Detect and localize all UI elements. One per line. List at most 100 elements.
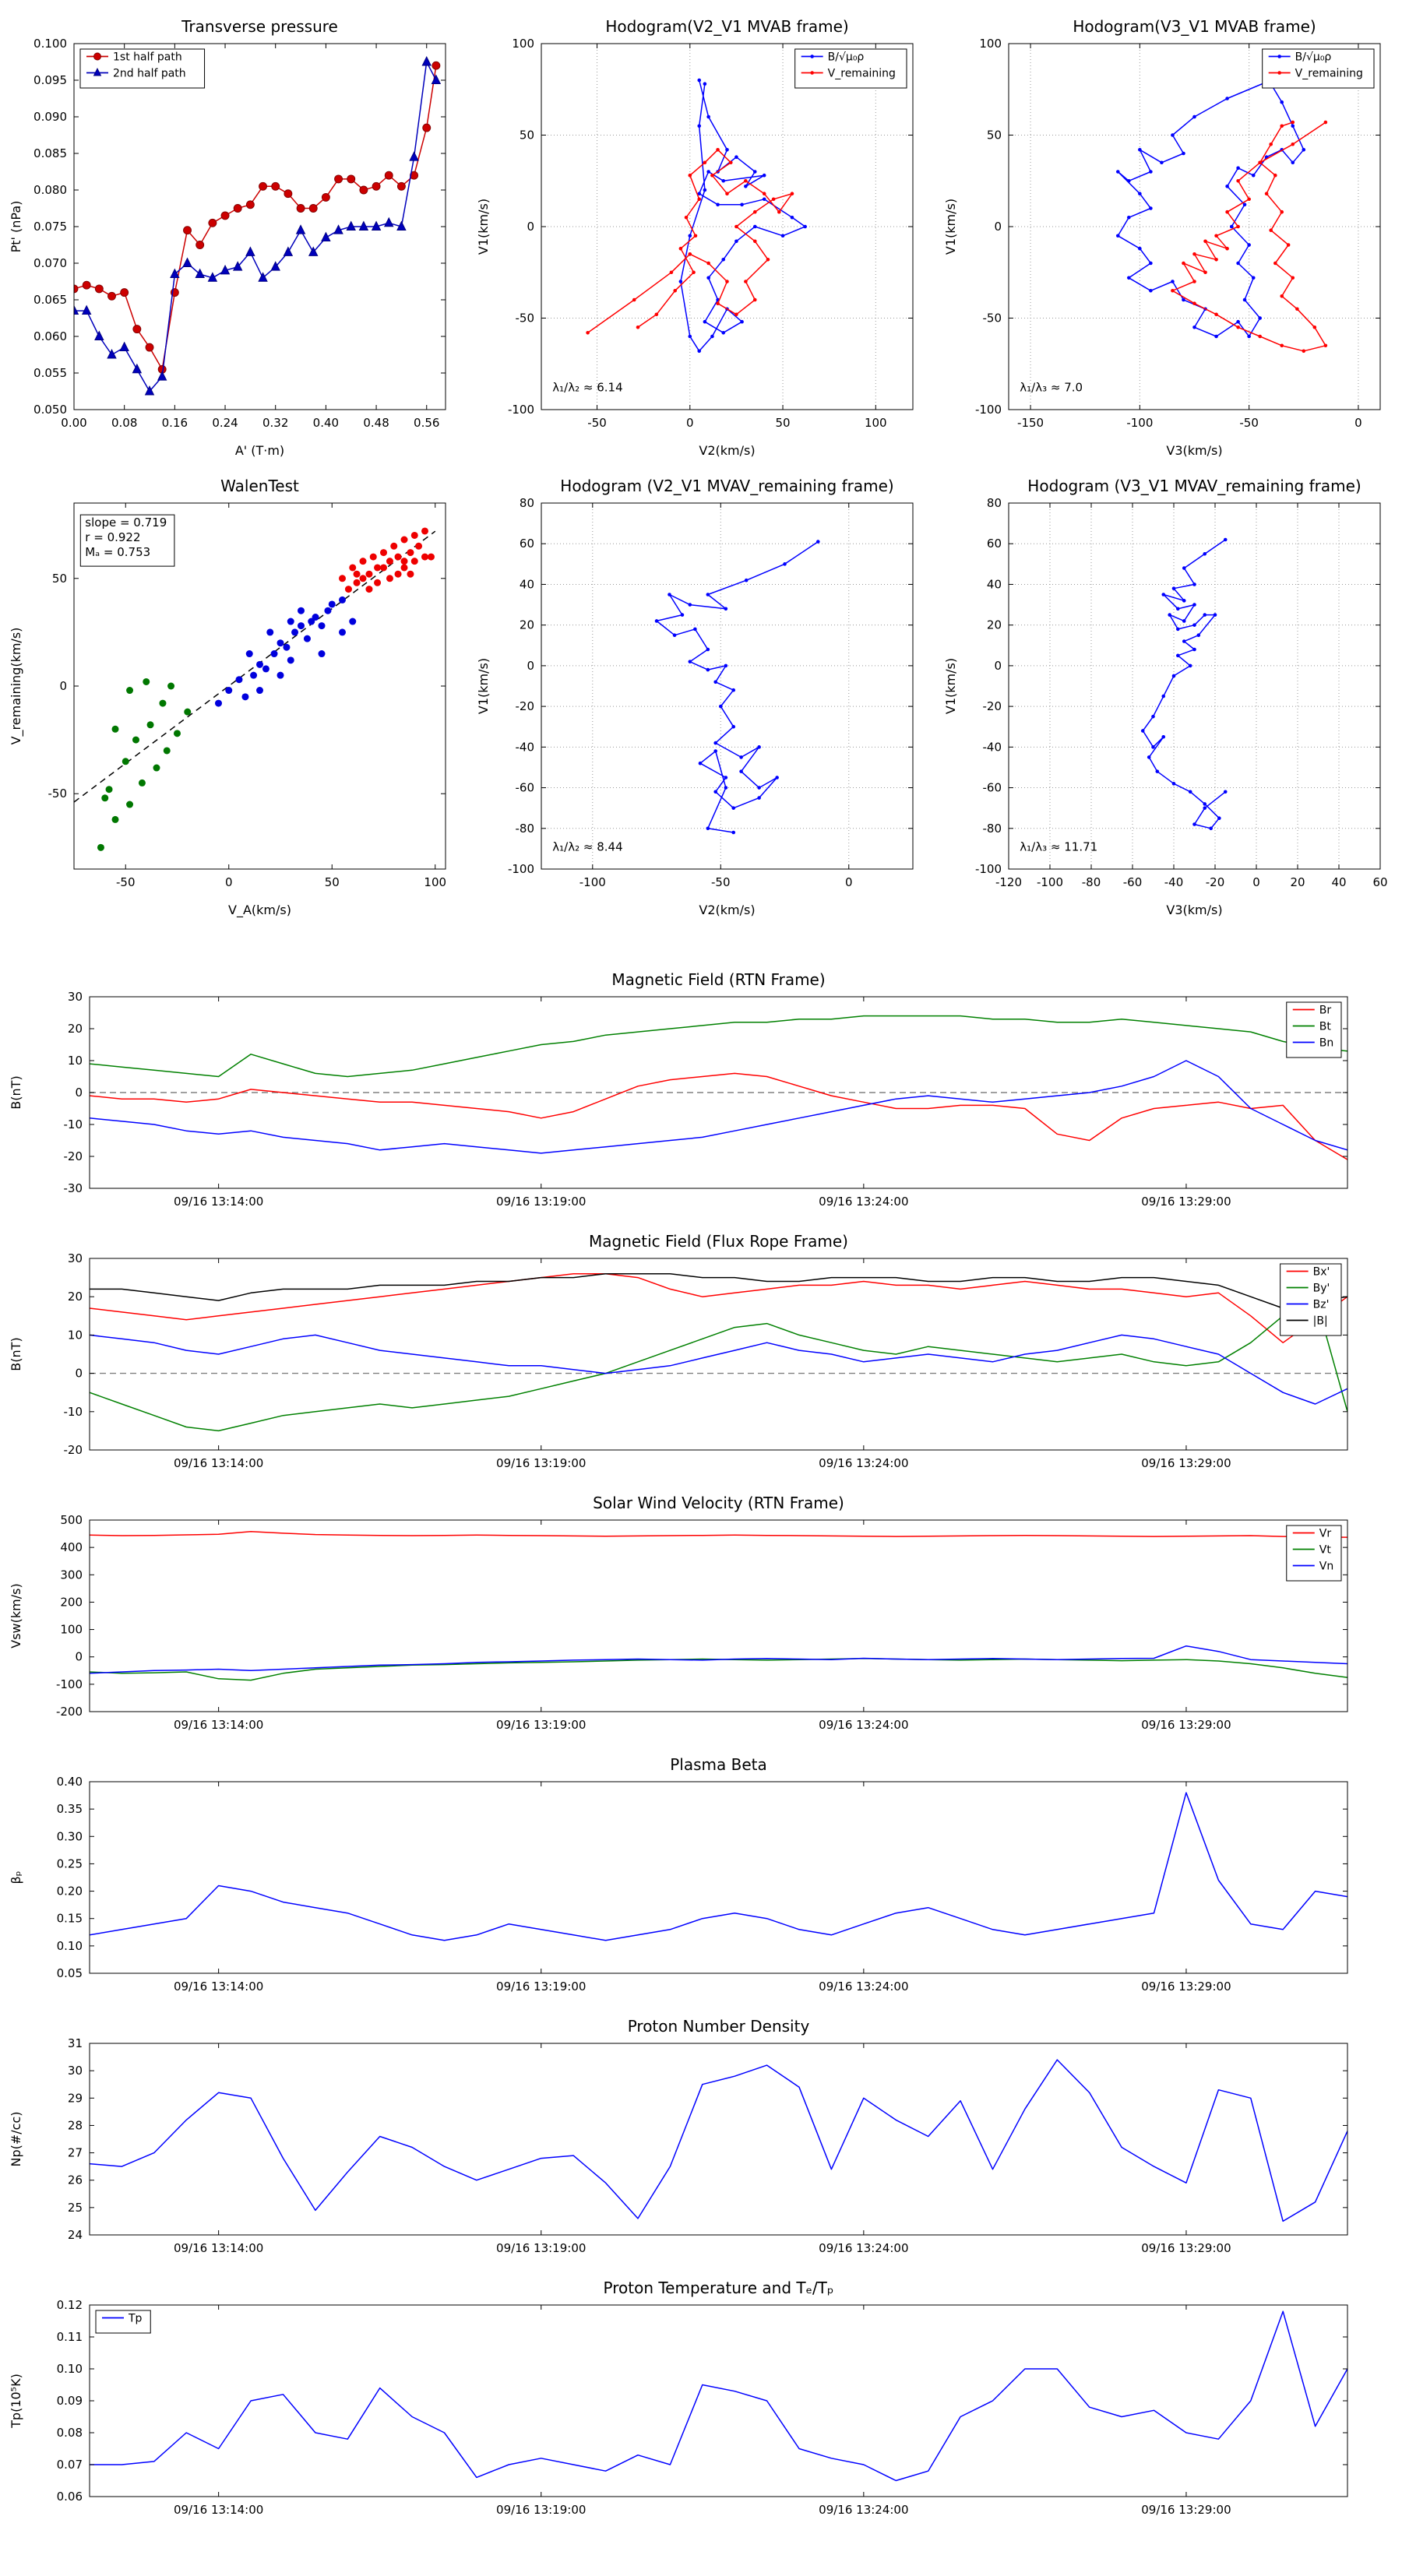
- svg-text:0: 0: [59, 679, 67, 693]
- svg-text:-60: -60: [983, 781, 1002, 795]
- svg-text:09/16 13:14:00: 09/16 13:14:00: [174, 1980, 263, 1994]
- svg-text:0.32: 0.32: [262, 416, 288, 430]
- svg-text:V_remaining(km/s): V_remaining(km/s): [9, 628, 24, 745]
- svg-text:0.060: 0.060: [33, 329, 67, 343]
- svg-text:-50: -50: [983, 311, 1002, 326]
- svg-text:40: 40: [987, 577, 1002, 591]
- svg-text:60: 60: [1372, 875, 1387, 889]
- plasma_beta-plot: 09/16 13:14:00 09/16 13:19:00 09/16 13:24:…: [0, 1747, 1402, 2009]
- svg-text:A' (T·m): A' (T·m): [235, 443, 284, 458]
- svg-text:0.25: 0.25: [57, 1856, 83, 1870]
- svg-text:500: 500: [60, 1513, 83, 1527]
- svg-text:09/16 13:24:00: 09/16 13:24:00: [819, 1980, 908, 1994]
- transverse-pressure-panel: 0.00 0.08 0.16 0.24 0.32 0.40 0.48 0.56 0.050 0.0…: [0, 6, 467, 466]
- svg-text:400: 400: [60, 1540, 83, 1554]
- walen_test-plot: -50 0 50 100 -50 0 50 WalenTest V_A(km/s) V_remai…: [0, 466, 467, 925]
- svg-text:0.11: 0.11: [57, 2330, 83, 2344]
- svg-text:Tp: Tp: [128, 2313, 143, 2325]
- hodogram-v3v1-mvav-panel: -120 -100 -80 -60 -40 -20 0 20 40 60 -100 -80 -60 -40…: [935, 466, 1402, 925]
- svg-text:-100: -100: [1126, 416, 1153, 430]
- svg-text:28: 28: [68, 2118, 83, 2132]
- svg-text:09/16 13:29:00: 09/16 13:29:00: [1141, 1456, 1231, 1470]
- svg-text:0.06: 0.06: [57, 2490, 83, 2504]
- svg-text:Transverse pressure: Transverse pressure: [181, 17, 338, 36]
- svg-text:Vsw(km/s): Vsw(km/s): [9, 1583, 23, 1648]
- svg-text:09/16 13:19:00: 09/16 13:19:00: [496, 1718, 586, 1732]
- svg-text:20: 20: [987, 618, 1002, 632]
- svg-text:0: 0: [994, 659, 1002, 673]
- svg-text:V_A(km/s): V_A(km/s): [228, 903, 291, 918]
- transverse_pressure-plot: 0.00 0.08 0.16 0.24 0.32 0.40 0.48 0.56 0.050 0.0…: [0, 6, 467, 466]
- svg-text:0.12: 0.12: [57, 2298, 83, 2312]
- svg-text:0: 0: [75, 1650, 83, 1664]
- svg-text:-60: -60: [1123, 875, 1143, 889]
- svg-text:-20: -20: [1206, 875, 1225, 889]
- svg-text:40: 40: [1331, 875, 1346, 889]
- svg-text:0.050: 0.050: [33, 403, 67, 417]
- svg-text:-100: -100: [975, 403, 1002, 417]
- svg-text:Hodogram (V3_V1 MVAV_remaining: Hodogram (V3_V1 MVAV_remaining frame): [1027, 477, 1361, 495]
- svg-text:Hodogram(V2_V1 MVAB frame): Hodogram(V2_V1 MVAB frame): [605, 17, 848, 36]
- svg-text:0.24: 0.24: [212, 416, 238, 430]
- svg-text:-80: -80: [983, 822, 1002, 836]
- svg-text:26: 26: [68, 2173, 83, 2187]
- svg-text:0.40: 0.40: [57, 1775, 83, 1789]
- svg-text:V1(km/s): V1(km/s): [476, 658, 491, 714]
- svg-text:24: 24: [68, 2228, 83, 2242]
- svg-text:-100: -100: [56, 1677, 83, 1691]
- svg-text:100: 100: [979, 37, 1002, 51]
- proton-density-panel: 09/16 13:14:00 09/16 13:19:00 09/16 13:24:…: [0, 2009, 1402, 2271]
- svg-text:-100: -100: [508, 403, 534, 417]
- svg-text:-50: -50: [711, 875, 731, 889]
- svg-text:09/16 13:24:00: 09/16 13:24:00: [819, 1195, 908, 1209]
- svg-text:V3(km/s): V3(km/s): [1166, 903, 1222, 917]
- svg-text:-20: -20: [516, 699, 535, 713]
- svg-text:V2(km/s): V2(km/s): [699, 443, 755, 458]
- svg-text:-120: -120: [995, 875, 1022, 889]
- mag_fluxrope-plot: 09/16 13:14:00 09/16 13:19:00 09/16 13:24:…: [0, 1224, 1402, 1486]
- svg-text:Hodogram(V3_V1 MVAB frame): Hodogram(V3_V1 MVAB frame): [1073, 17, 1316, 36]
- svg-text:slope = 0.719: slope = 0.719: [85, 516, 167, 530]
- svg-text:09/16 13:24:00: 09/16 13:24:00: [819, 2503, 908, 2517]
- svg-text:V1(km/s): V1(km/s): [943, 199, 958, 255]
- svg-text:V1(km/s): V1(km/s): [476, 199, 491, 255]
- svg-text:09/16 13:14:00: 09/16 13:14:00: [174, 1718, 263, 1732]
- svg-text:0.00: 0.00: [61, 416, 86, 430]
- svg-text:80: 80: [987, 496, 1002, 510]
- svg-text:Np(#/cc): Np(#/cc): [9, 2112, 23, 2167]
- walen-test-panel: -50 0 50 100 -50 0 50 WalenTest V_A(km/s) V_remai…: [0, 466, 467, 925]
- vsw_rtn-plot: 09/16 13:14:00 09/16 13:19:00 09/16 13:24:…: [0, 1486, 1402, 1747]
- proton_density-plot: 09/16 13:14:00 09/16 13:19:00 09/16 13:24:…: [0, 2009, 1402, 2271]
- svg-text:Magnetic Field (RTN Frame): Magnetic Field (RTN Frame): [611, 970, 825, 989]
- svg-text:80: 80: [520, 496, 534, 510]
- svg-text:-50: -50: [1239, 416, 1259, 430]
- hodogram-v2v1-mvav-panel: -100 -50 0 -100 -80 -60 -40 -20 0 20 40 60 80 Hodogra…: [467, 466, 935, 925]
- svg-text:0.16: 0.16: [162, 416, 188, 430]
- svg-text:09/16 13:14:00: 09/16 13:14:00: [174, 1456, 263, 1470]
- svg-text:Mₐ = 0.753: Mₐ = 0.753: [85, 545, 150, 559]
- svg-text:0: 0: [527, 220, 534, 234]
- svg-text:0.070: 0.070: [33, 256, 67, 270]
- svg-text:0.090: 0.090: [33, 110, 67, 124]
- svg-text:50: 50: [987, 128, 1002, 143]
- svg-text:0: 0: [225, 875, 233, 889]
- svg-text:-60: -60: [516, 781, 535, 795]
- svg-text:Proton Temperature and Tₑ/Tₚ: Proton Temperature and Tₑ/Tₚ: [604, 2279, 834, 2297]
- svg-text:Proton Number Density: Proton Number Density: [628, 2017, 810, 2036]
- svg-text:V1(km/s): V1(km/s): [943, 658, 958, 714]
- svg-text:09/16 13:24:00: 09/16 13:24:00: [819, 1718, 908, 1732]
- svg-text:Tp(10⁵K): Tp(10⁵K): [9, 2374, 23, 2429]
- svg-text:-10: -10: [64, 1405, 83, 1419]
- svg-text:0: 0: [527, 659, 534, 673]
- svg-text:-200: -200: [56, 1705, 83, 1719]
- svg-text:30: 30: [68, 990, 83, 1004]
- svg-text:0.09: 0.09: [57, 2394, 83, 2408]
- svg-text:0: 0: [845, 875, 853, 889]
- svg-text:20: 20: [68, 1022, 83, 1036]
- svg-text:Vr: Vr: [1319, 1528, 1332, 1540]
- svg-text:0.055: 0.055: [33, 366, 67, 380]
- svg-text:0: 0: [75, 1086, 83, 1100]
- svg-text:0.48: 0.48: [363, 416, 389, 430]
- svg-text:Vn: Vn: [1319, 1561, 1333, 1573]
- svg-text:V3(km/s): V3(km/s): [1166, 443, 1222, 458]
